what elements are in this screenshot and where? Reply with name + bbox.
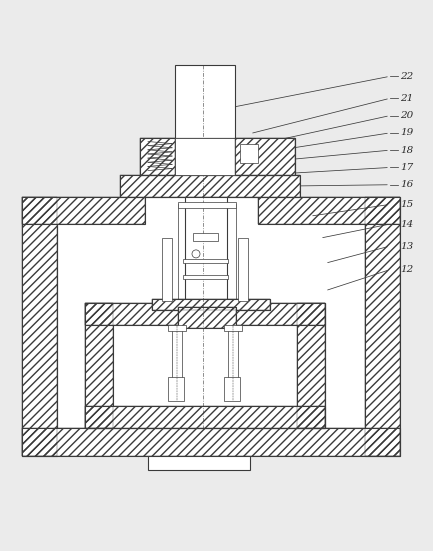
Bar [22, 197, 145, 224]
Text: 18: 18 [400, 145, 413, 155]
Bar [22, 428, 400, 456]
Bar [85, 406, 325, 428]
Bar [297, 302, 325, 428]
Text: 13: 13 [400, 241, 413, 251]
Bar [183, 275, 228, 279]
Text: 17: 17 [400, 163, 413, 172]
Text: 16: 16 [400, 180, 413, 189]
Bar [240, 144, 258, 163]
Text: 15: 15 [400, 200, 413, 209]
Bar [235, 138, 295, 175]
Bar [120, 175, 300, 197]
Bar [22, 428, 400, 456]
Bar [140, 138, 175, 175]
Bar [162, 238, 172, 301]
Bar [85, 302, 325, 428]
Bar [228, 328, 238, 397]
Bar [193, 234, 218, 241]
Bar [140, 138, 175, 175]
Bar [22, 197, 57, 456]
Bar [22, 197, 145, 224]
Text: 22: 22 [400, 72, 413, 81]
Bar [168, 325, 186, 331]
Bar [175, 65, 235, 138]
Text: 20: 20 [400, 111, 413, 120]
Bar [224, 377, 240, 401]
Bar [57, 197, 365, 428]
Bar [85, 302, 113, 428]
Text: 14: 14 [400, 219, 413, 229]
Bar [258, 197, 400, 224]
Bar [235, 138, 295, 175]
Bar [258, 197, 400, 224]
Bar [178, 307, 236, 328]
Bar [152, 299, 270, 310]
Bar [168, 377, 184, 401]
Bar [365, 197, 400, 456]
Bar [185, 197, 227, 302]
Text: 12: 12 [400, 265, 413, 274]
Bar [178, 202, 236, 208]
Bar [238, 238, 248, 301]
Text: 19: 19 [400, 128, 413, 137]
Bar [172, 328, 182, 397]
Bar [148, 456, 250, 470]
Bar [22, 197, 57, 456]
Bar [85, 302, 325, 325]
Bar [297, 302, 325, 428]
Bar [155, 169, 178, 175]
Bar [85, 302, 113, 428]
Bar [178, 204, 236, 302]
Bar [85, 302, 325, 325]
Bar [85, 406, 325, 428]
Bar [140, 138, 295, 175]
Bar [365, 197, 400, 456]
Bar [178, 307, 236, 328]
Bar [120, 175, 300, 197]
Bar [224, 325, 242, 331]
Bar [152, 299, 270, 310]
Bar [113, 325, 297, 406]
Bar [178, 307, 236, 328]
Bar [152, 299, 270, 310]
Text: 21: 21 [400, 94, 413, 103]
Bar [175, 138, 235, 175]
Bar [183, 260, 228, 263]
Bar [240, 169, 262, 175]
